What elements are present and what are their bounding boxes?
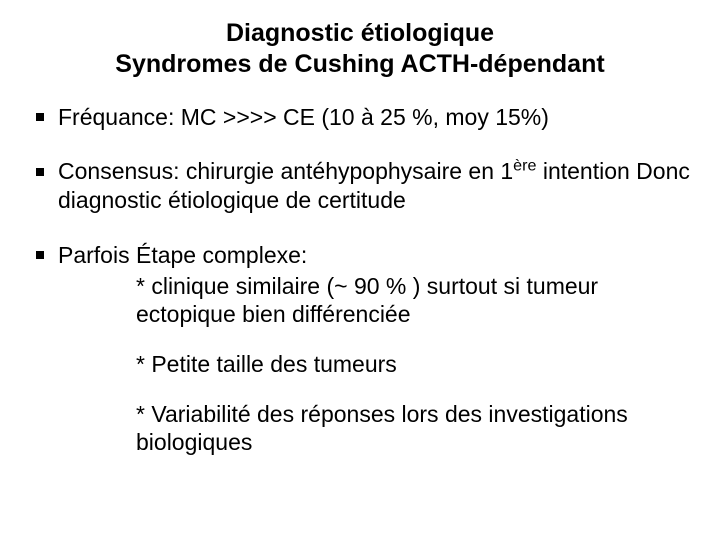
- list-item: Fréquance: MC >>>> CE (10 à 25 %, moy 15…: [30, 103, 690, 132]
- sub-item: * Variabilité des réponses lors des inve…: [136, 400, 690, 456]
- sub-item: * clinique similaire (~ 90 % ) surtout s…: [136, 272, 690, 328]
- sub-list: * clinique similaire (~ 90 % ) surtout s…: [58, 272, 690, 456]
- list-item: Consensus: chirurgie antéhypophysaire en…: [30, 157, 690, 215]
- list-item: Parfois Étape complexe: * clinique simil…: [30, 241, 690, 456]
- bullet-text: Consensus: chirurgie antéhypophysaire en…: [58, 158, 690, 213]
- title-line-2: Syndromes de Cushing ACTH-dépendant: [30, 49, 690, 80]
- slide: Diagnostic étiologique Syndromes de Cush…: [0, 0, 720, 540]
- sub-item: * Petite taille des tumeurs: [136, 350, 690, 378]
- bullet-text: Fréquance: MC >>>> CE (10 à 25 %, moy 15…: [58, 104, 549, 130]
- bullet-list: Fréquance: MC >>>> CE (10 à 25 %, moy 15…: [30, 103, 690, 456]
- slide-title: Diagnostic étiologique Syndromes de Cush…: [30, 18, 690, 81]
- bullet-text: Parfois Étape complexe:: [58, 242, 307, 268]
- title-line-1: Diagnostic étiologique: [30, 18, 690, 49]
